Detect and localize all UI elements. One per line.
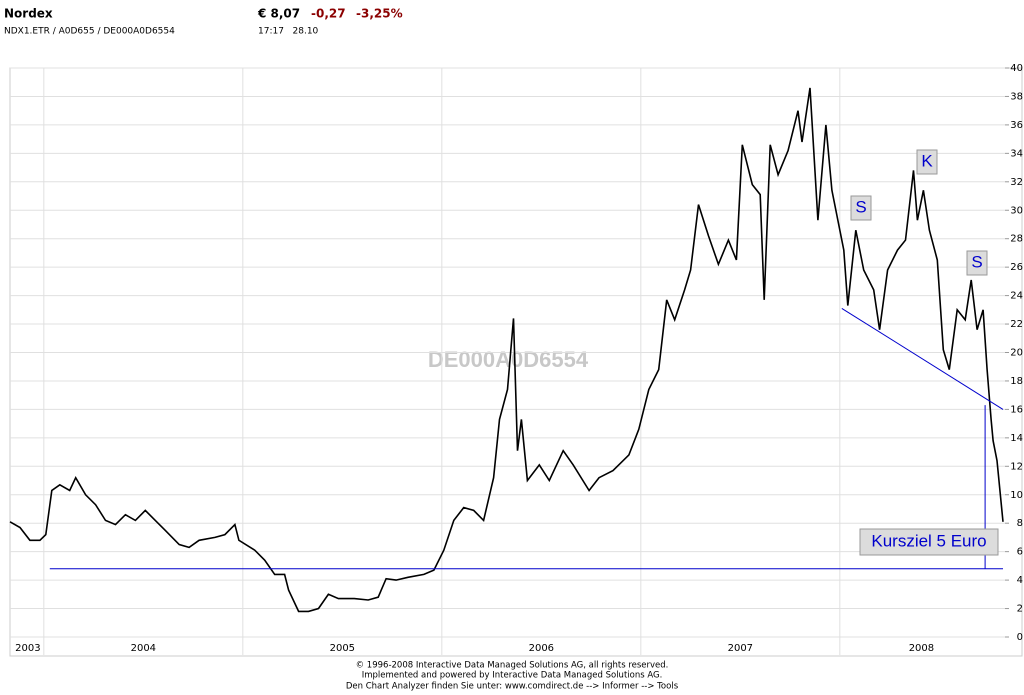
annotation-box bbox=[966, 250, 988, 276]
annotation: K bbox=[921, 151, 933, 170]
change-pct: -3,25% bbox=[356, 7, 403, 21]
price-line bbox=[9, 87, 1004, 613]
y-tick-label: 28 bbox=[1010, 234, 1023, 245]
x-tick-label: 2005 bbox=[330, 643, 355, 654]
watermark: DE000A0D6554 bbox=[428, 347, 589, 372]
footer-line: Implemented and powered by Interactive D… bbox=[362, 671, 663, 681]
y-tick-label: 22 bbox=[1010, 319, 1023, 330]
stock-ids: NDX1.ETR / A0D655 / DE000A0D6554 bbox=[4, 27, 175, 37]
annotation-box bbox=[859, 528, 999, 556]
y-tick-label: 36 bbox=[1010, 120, 1023, 131]
annotation-box bbox=[850, 195, 872, 221]
y-tick-label: 30 bbox=[1010, 205, 1023, 216]
y-tick-label: 10 bbox=[1010, 490, 1023, 501]
y-tick-label: 4 bbox=[1017, 575, 1023, 586]
annotation-box bbox=[916, 149, 938, 175]
y-tick-label: 26 bbox=[1010, 262, 1023, 273]
x-tick-label: 2003 bbox=[15, 643, 40, 654]
x-tick-label: 2004 bbox=[131, 643, 156, 654]
price: € 8,07 bbox=[257, 7, 300, 21]
y-tick-label: 12 bbox=[1010, 461, 1023, 472]
y-tick-label: 8 bbox=[1017, 518, 1023, 529]
y-tick-label: 34 bbox=[1010, 148, 1023, 159]
y-tick-label: 2 bbox=[1017, 604, 1023, 615]
y-tick-label: 18 bbox=[1010, 376, 1023, 387]
change: -0,27 bbox=[311, 7, 346, 21]
y-tick-label: 20 bbox=[1010, 348, 1023, 359]
trend-line bbox=[841, 307, 1004, 410]
annotation: S bbox=[971, 252, 982, 271]
y-tick-label: 38 bbox=[1010, 91, 1023, 102]
x-tick-label: 2007 bbox=[728, 643, 753, 654]
y-tick-label: 24 bbox=[1010, 291, 1023, 302]
stock-name: Nordex bbox=[4, 7, 53, 21]
y-tick-label: 6 bbox=[1017, 547, 1023, 558]
y-tick-label: 40 bbox=[1010, 63, 1023, 74]
time: 17:17 28.10 bbox=[258, 27, 319, 37]
y-tick-label: 32 bbox=[1010, 177, 1023, 188]
y-tick-label: 0 bbox=[1017, 632, 1023, 643]
footer-line: Den Chart Analyzer finden Sie unter: www… bbox=[346, 682, 679, 692]
y-tick-label: 16 bbox=[1010, 404, 1023, 415]
footer-line: © 1996-2008 Interactive Data Managed Sol… bbox=[356, 661, 669, 671]
annotation: S bbox=[855, 197, 866, 216]
annotation: Kursziel 5 Euro bbox=[871, 531, 986, 550]
y-tick-label: 14 bbox=[1010, 433, 1023, 444]
x-tick-label: 2008 bbox=[909, 643, 934, 654]
x-tick-label: 2006 bbox=[529, 643, 554, 654]
